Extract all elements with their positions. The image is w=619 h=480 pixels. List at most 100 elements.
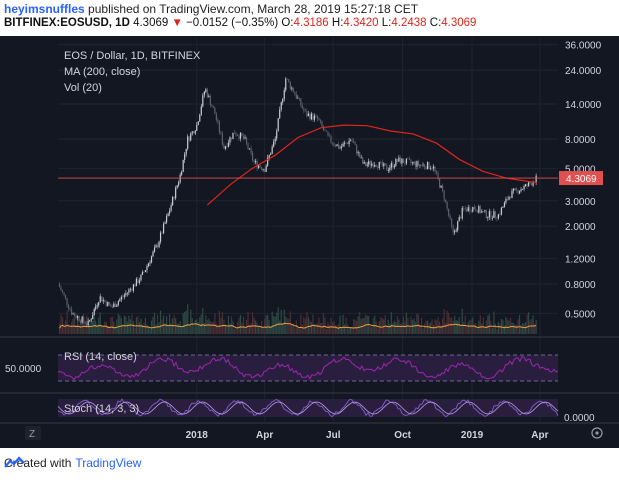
timezone-label[interactable]: Z <box>29 429 35 440</box>
volume-bar <box>292 323 294 334</box>
volume-bar <box>280 309 282 334</box>
volume-bar <box>75 324 77 334</box>
candle-body <box>463 208 465 209</box>
settings-icon[interactable] <box>591 427 603 439</box>
candle-body <box>440 185 442 188</box>
candle-body <box>156 245 159 248</box>
candle-body <box>484 210 486 212</box>
candle-body <box>423 164 426 168</box>
candle-body <box>371 163 373 166</box>
candle-body <box>78 316 80 321</box>
volume-bar <box>402 316 404 334</box>
volume-bar <box>93 310 95 334</box>
candle-body <box>384 163 386 166</box>
footer-brand[interactable]: TradingView <box>75 456 142 470</box>
candle-body <box>108 301 110 305</box>
volume-bar <box>348 326 350 334</box>
chart-svg[interactable]: 36.0000 24.0000 14.0000 8.0000 5.0000 3.0000 2… <box>0 36 619 448</box>
timezone-button[interactable]: Z <box>25 426 41 440</box>
candle-body <box>526 184 528 187</box>
volume-bar <box>422 328 424 334</box>
candle-body <box>128 289 130 293</box>
volume-bar <box>242 316 245 334</box>
settings-icon-ring[interactable] <box>591 427 603 439</box>
candle-body <box>506 198 509 200</box>
volume-bar <box>419 326 421 334</box>
candle-body <box>342 143 344 147</box>
volume-bar <box>226 325 228 334</box>
volume-bar <box>375 321 377 334</box>
time-axis: 2018 Apr Jul Oct 2019 Apr <box>186 430 549 441</box>
candle-body <box>457 221 459 231</box>
candle-body <box>514 188 516 190</box>
candle-body <box>529 182 531 184</box>
volume-bar <box>488 314 490 334</box>
volume-bar <box>499 323 501 334</box>
volume-bar <box>322 313 325 334</box>
volume-bar <box>518 315 521 334</box>
legend-vol[interactable]: Vol (20) <box>64 82 102 94</box>
volume-bar <box>445 322 447 334</box>
volume-bar <box>534 323 536 334</box>
stoch-label[interactable]: Stoch (14, 3, 3) <box>64 403 139 415</box>
volume-bar <box>289 311 291 334</box>
time-axis-tick: Apr <box>256 430 273 441</box>
volume-bar <box>463 321 465 334</box>
volume-bar <box>309 320 311 334</box>
time-axis-tick: 2018 <box>186 430 209 441</box>
volume-bar <box>227 315 230 334</box>
candle-body <box>443 190 445 200</box>
down-arrow-icon: ▼ <box>171 17 183 29</box>
candle-body <box>310 113 312 120</box>
candle-body <box>176 185 178 188</box>
volume-bar <box>259 326 261 334</box>
candle-body <box>300 98 302 106</box>
candle-body <box>135 278 138 287</box>
candle-body <box>203 91 205 96</box>
candle-body <box>303 108 305 111</box>
candle-body <box>432 166 435 169</box>
candle-body <box>402 158 404 164</box>
candle-body <box>339 147 341 149</box>
candle-body <box>359 151 361 158</box>
candle-body <box>515 188 518 190</box>
candle-body <box>274 138 276 142</box>
candle-body <box>138 280 141 283</box>
candle-body <box>220 132 222 134</box>
candle-body <box>264 169 266 172</box>
settings-icon-hub[interactable] <box>595 431 599 435</box>
candle-body <box>345 142 347 144</box>
candle-body <box>258 165 260 168</box>
candle-body <box>143 271 145 273</box>
candle-body <box>353 140 355 143</box>
volume-bar <box>313 324 316 334</box>
timezone-button-bg[interactable] <box>25 426 41 440</box>
stoch-axis-label: 0.0000 <box>564 413 595 424</box>
high-label: H: <box>331 17 344 29</box>
candle-body <box>395 159 397 166</box>
last-price: 4.3069 <box>133 17 169 29</box>
candle-body <box>372 163 374 167</box>
candle-body <box>169 210 171 214</box>
volume-bar <box>448 312 450 334</box>
rsi-label[interactable]: RSI (14, close) <box>64 351 137 363</box>
volume-bar <box>244 326 246 334</box>
volume-bar <box>476 327 478 334</box>
chart-area[interactable]: 36.0000 24.0000 14.0000 8.0000 5.0000 3.0000 2… <box>0 36 619 448</box>
candle-body <box>276 131 278 139</box>
candle-body <box>363 161 365 164</box>
candle-body <box>265 165 267 172</box>
volume-bar <box>345 317 347 334</box>
volume-bar <box>271 311 273 334</box>
candle-body <box>256 161 258 168</box>
volume-bar <box>158 322 160 334</box>
candle-body <box>360 157 362 158</box>
volume-bar <box>497 322 500 334</box>
price-axis-tick: 3.0000 <box>565 197 596 208</box>
volume-bar <box>356 320 358 334</box>
volume-bar <box>116 319 118 334</box>
price-axis-tick: 0.5000 <box>565 309 596 320</box>
legend-ma[interactable]: MA (200, close) <box>64 66 140 78</box>
candle-body <box>152 251 154 257</box>
author-link[interactable]: heyimsnuffles <box>4 2 85 16</box>
